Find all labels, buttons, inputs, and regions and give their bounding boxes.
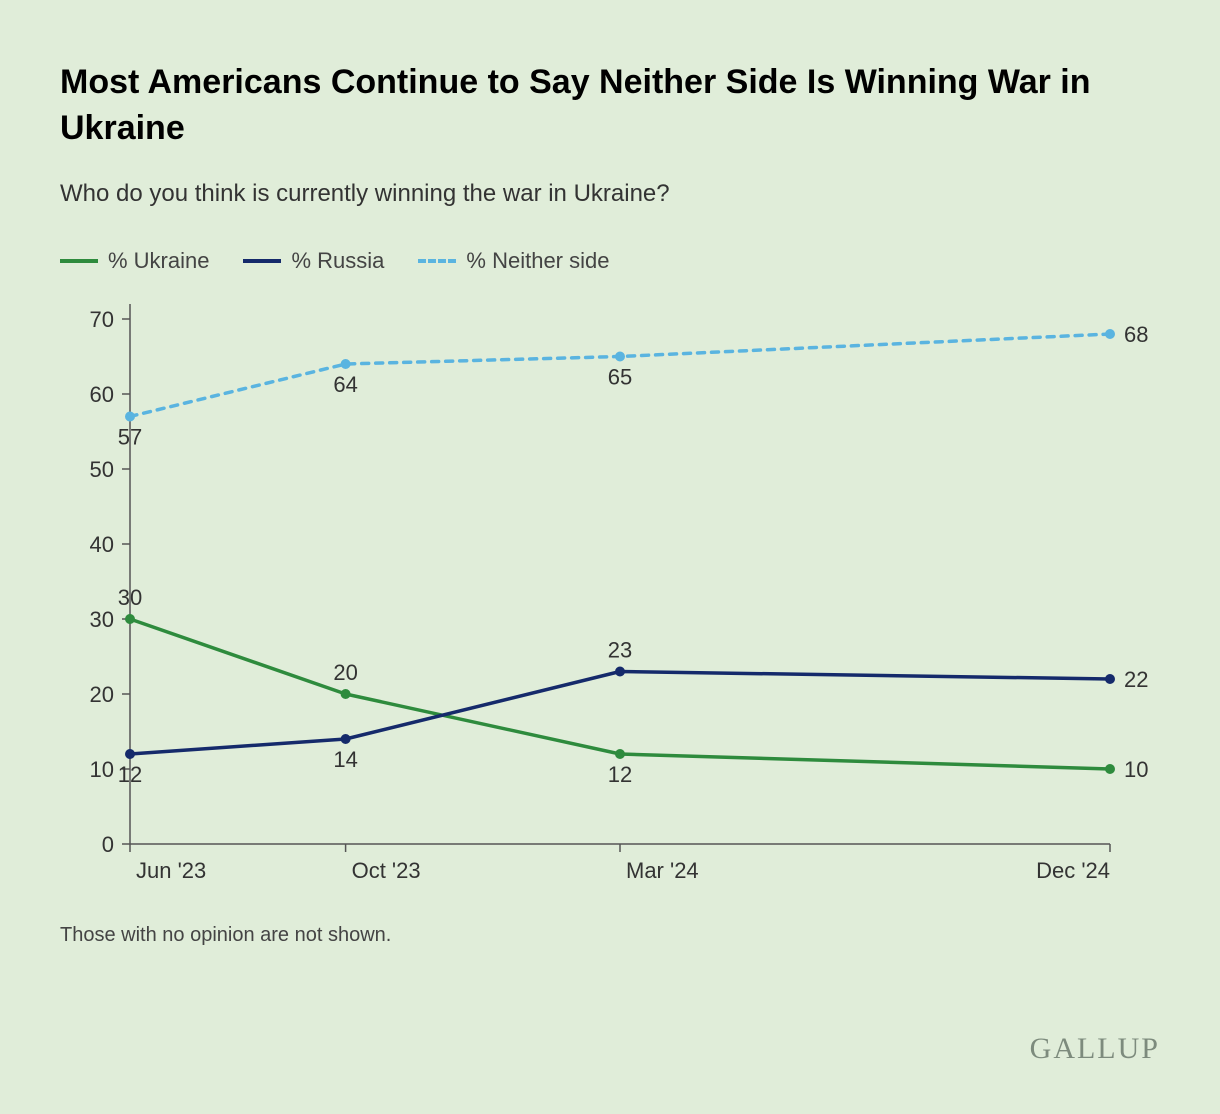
data-label-neither: 57 [118, 424, 142, 449]
data-label-ukraine: 10 [1124, 757, 1148, 782]
data-label-neither: 65 [608, 364, 632, 389]
y-tick-label: 50 [90, 457, 114, 482]
legend-label-ukraine: % Ukraine [108, 248, 209, 274]
series-marker-neither [341, 359, 351, 369]
y-tick-label: 20 [90, 682, 114, 707]
x-tick-label: Jun '23 [136, 858, 206, 883]
data-label-russia: 14 [333, 747, 357, 772]
x-tick-label: Dec '24 [1036, 858, 1110, 883]
series-marker-ukraine [615, 749, 625, 759]
series-marker-neither [615, 351, 625, 361]
y-tick-label: 40 [90, 532, 114, 557]
legend: % Ukraine % Russia % Neither side [60, 248, 1160, 274]
data-label-ukraine: 12 [608, 762, 632, 787]
y-tick-label: 60 [90, 382, 114, 407]
legend-swatch-ukraine [60, 259, 98, 263]
brand-logo: GALLUP [1030, 1032, 1160, 1066]
x-tick-label: Mar '24 [626, 858, 699, 883]
chart-title: Most Americans Continue to Say Neither S… [60, 60, 1160, 152]
legend-swatch-neither [418, 259, 456, 263]
legend-item-neither: % Neither side [418, 248, 609, 274]
series-marker-neither [1105, 329, 1115, 339]
legend-label-neither: % Neither side [466, 248, 609, 274]
series-marker-neither [125, 411, 135, 421]
series-line-russia [130, 671, 1110, 754]
line-chart: 0 10 20 30 40 50 60 70 Jun '23 Oct '23 Mar '24 Dec … [60, 294, 1160, 894]
data-label-russia: 22 [1124, 667, 1148, 692]
series-marker-russia [341, 734, 351, 744]
y-tick-label: 10 [90, 757, 114, 782]
data-label-russia: 23 [608, 637, 632, 662]
y-tick-label: 30 [90, 607, 114, 632]
series-marker-russia [615, 666, 625, 676]
data-label-ukraine: 30 [118, 585, 142, 610]
series-marker-russia [125, 749, 135, 759]
y-tick-label: 0 [102, 832, 114, 857]
legend-item-russia: % Russia [243, 248, 384, 274]
series-marker-ukraine [125, 614, 135, 624]
data-label-russia: 12 [118, 762, 142, 787]
legend-item-ukraine: % Ukraine [60, 248, 209, 274]
chart-footnote: Those with no opinion are not shown. [60, 924, 1160, 947]
x-tick-label: Oct '23 [352, 858, 421, 883]
series-marker-ukraine [1105, 764, 1115, 774]
chart-subtitle: Who do you think is currently winning th… [60, 180, 1160, 208]
chart-svg: 0 10 20 30 40 50 60 70 Jun '23 Oct '23 Mar '24 Dec … [60, 294, 1160, 894]
data-label-ukraine: 20 [333, 660, 357, 685]
series-marker-ukraine [341, 689, 351, 699]
legend-label-russia: % Russia [291, 248, 384, 274]
legend-swatch-russia [243, 259, 281, 263]
data-label-neither: 64 [333, 372, 357, 397]
y-tick-label: 70 [90, 307, 114, 332]
series-marker-russia [1105, 674, 1115, 684]
data-label-neither: 68 [1124, 322, 1148, 347]
